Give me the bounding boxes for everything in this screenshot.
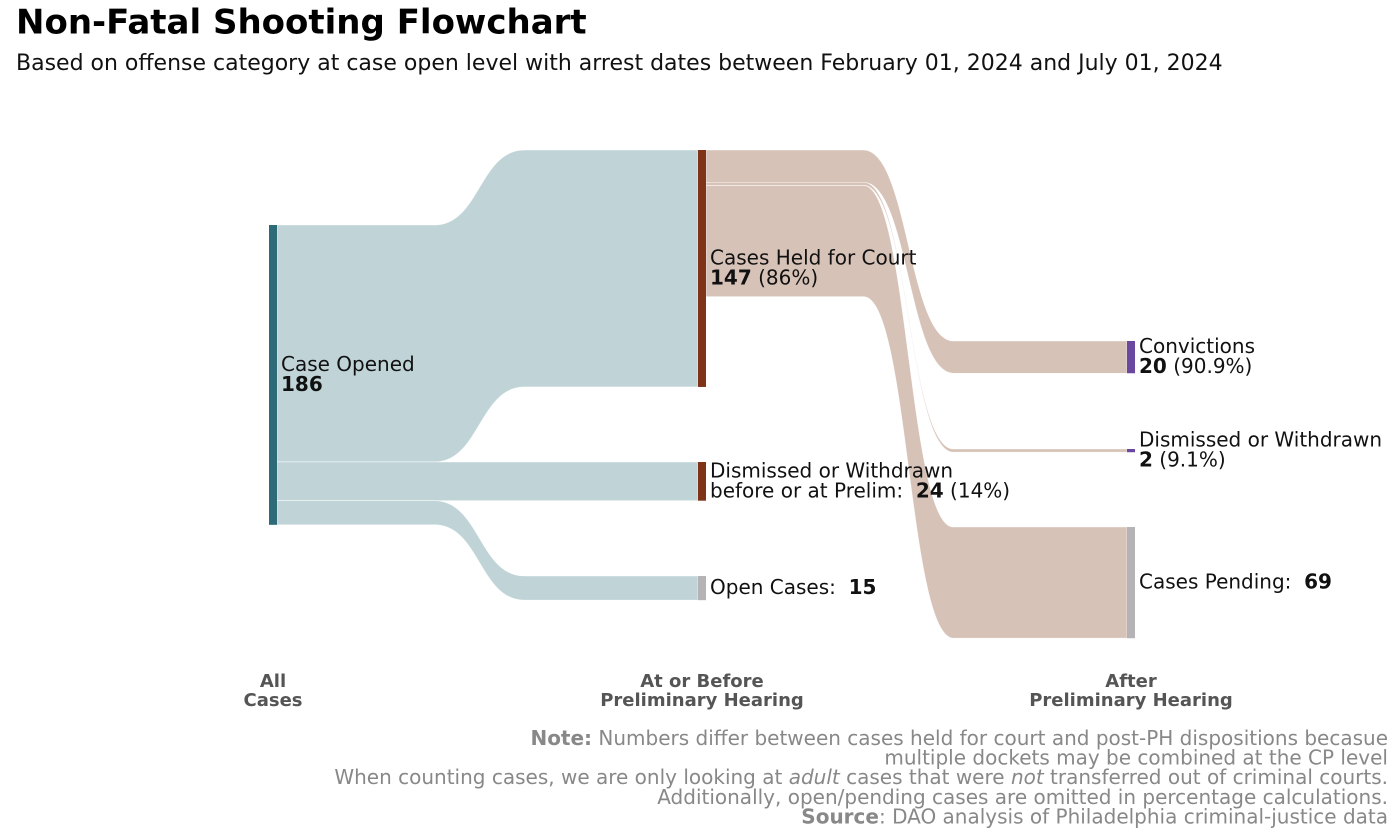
note-text: cases that were (840, 765, 1011, 789)
node (698, 150, 706, 387)
stage-label: Cases (244, 690, 303, 711)
node-spacer (903, 478, 916, 502)
note-text: When counting cases, we are only looking… (334, 765, 788, 789)
link (276, 461, 699, 501)
chart-subtitle: Based on offense category at case open l… (16, 51, 1223, 76)
link (276, 500, 699, 601)
chart-title: Non-Fatal Shooting Flowchart (16, 3, 587, 43)
node-label: before or at Prelim: 24 (14%) (710, 478, 1010, 502)
note-line: multiple dockets may be combined at the … (884, 745, 1388, 769)
note-text: not (1011, 765, 1045, 789)
node-name: Dismissed or Withdrawn (1139, 427, 1382, 451)
note-text: adult (789, 765, 841, 789)
node-label: Convictions (1139, 334, 1255, 358)
stage-label: After (1105, 671, 1157, 692)
node (698, 462, 706, 501)
node-value: 20 (1139, 354, 1167, 378)
node-value: 2 (1139, 447, 1153, 471)
node-spacer (836, 575, 849, 599)
stage-label: Preliminary Hearing (1029, 690, 1233, 711)
node (1127, 527, 1135, 639)
stage-label: Preliminary Hearing (600, 690, 804, 711)
link (276, 149, 699, 463)
node-label: Dismissed or Withdrawn (1139, 427, 1382, 451)
note-text: Numbers differ between cases held for co… (592, 726, 1388, 750)
node-value-line: 147 (86%) (710, 265, 818, 289)
node-name: Convictions (1139, 334, 1255, 358)
node-name: Case Opened (281, 351, 415, 375)
note-line: Note: Numbers differ between cases held … (530, 726, 1388, 750)
node-name: Cases Held for Court (710, 245, 917, 269)
node-percent: (9.1%) (1159, 447, 1225, 471)
node (1127, 449, 1135, 453)
note-text: Source (801, 804, 879, 828)
node-value: 186 (281, 371, 323, 395)
node-name: before or at Prelim: (710, 478, 903, 502)
node-value-line: 20 (90.9%) (1139, 354, 1252, 378)
note-text: Note: (530, 726, 592, 750)
node-spacer (1291, 569, 1304, 593)
note-line: When counting cases, we are only looking… (334, 765, 1388, 789)
node-label: Dismissed or Withdrawn (710, 458, 953, 482)
note-text: transferred out of criminal courts. (1044, 765, 1388, 789)
node-label: Cases Pending: 69 (1139, 569, 1332, 593)
node-name: Open Cases: (710, 575, 836, 599)
node (1127, 341, 1135, 374)
note-line: Source: DAO analysis of Philadelphia cri… (801, 804, 1388, 828)
node-label: Case Opened (281, 351, 415, 375)
note-text: : DAO analysis of Philadelphia criminal-… (879, 804, 1388, 828)
node-value-line: 186 (281, 371, 323, 395)
links (276, 149, 1128, 639)
node-label: Cases Held for Court (710, 245, 917, 269)
node-percent: (90.9%) (1173, 354, 1252, 378)
node (698, 576, 706, 601)
node-value-line: 2 (9.1%) (1139, 447, 1226, 471)
note-line: Additionally, open/pending cases are omi… (657, 784, 1388, 808)
note-text: Additionally, open/pending cases are omi… (657, 784, 1388, 808)
node-value: 147 (710, 265, 752, 289)
node-name: Cases Pending: (1139, 569, 1291, 593)
node-percent: (86%) (758, 265, 818, 289)
node-value: 69 (1304, 569, 1332, 593)
note-text: multiple dockets may be combined at the … (884, 745, 1388, 769)
node-value: 24 (916, 478, 944, 502)
nodes (269, 150, 1135, 639)
stage-label: All (260, 671, 286, 692)
node-name: Dismissed or Withdrawn (710, 458, 953, 482)
node-value: 15 (849, 575, 877, 599)
node-label: Open Cases: 15 (710, 575, 876, 599)
stage-label: At or Before (640, 671, 764, 692)
node (269, 225, 277, 525)
node-percent: (14%) (950, 478, 1010, 502)
